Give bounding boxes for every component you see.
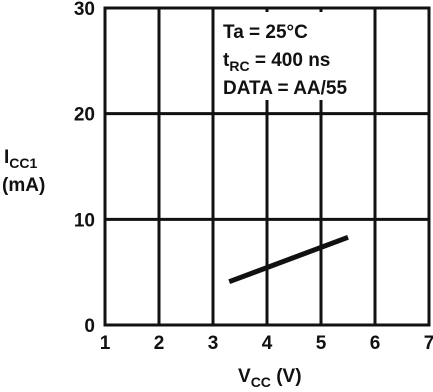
y-tick-labels: 0 10 20 30 [74, 0, 95, 337]
x-tick-label-2: 3 [208, 333, 219, 354]
y-axis-label: ICC1 [4, 147, 38, 171]
y-tick-label-3: 30 [74, 0, 95, 20]
y-tick-label-1: 10 [74, 210, 95, 231]
x-tick-label-4: 5 [316, 333, 327, 354]
annotation-background [219, 12, 369, 100]
x-tick-label-5: 6 [370, 333, 381, 354]
y-tick-label-2: 20 [74, 105, 95, 126]
annotation-line-1-sub: RC [229, 58, 249, 74]
annotation-line-2-main: DATA = AA/55 [223, 78, 347, 99]
x-tick-label-6: 7 [424, 333, 433, 354]
annotation-line-0-main: Ta = 25°C [223, 22, 308, 43]
annotation-line-0: Ta = 25°C [223, 22, 308, 43]
x-axis-label: VCC (V) [238, 366, 302, 390]
annotation-box: Ta = 25°C tRC = 400 ns DATA = AA/55 [219, 12, 369, 100]
annotation-line-2: DATA = AA/55 [223, 78, 347, 99]
annotation-line-1-main: t [223, 50, 230, 71]
y-tick-label-0: 0 [84, 316, 95, 337]
x-tick-label-1: 2 [154, 333, 165, 354]
x-axis-label-unit: (V) [271, 366, 302, 387]
series-line [228, 234, 349, 285]
x-tick-labels: 1 2 3 4 5 6 7 [100, 333, 433, 354]
y-axis-label-sub: CC1 [9, 155, 37, 171]
x-axis-label-sub: CC [251, 374, 271, 390]
x-axis-label-main: V [238, 366, 251, 387]
x-tick-label-3: 4 [262, 333, 273, 354]
annotation-line-1: tRC = 400 ns [223, 50, 330, 74]
y-axis-label-main: I [4, 147, 9, 168]
annotation-line-1-rest: = 400 ns [250, 50, 331, 71]
plot-frame [103, 6, 431, 327]
x-tick-label-0: 1 [100, 333, 111, 354]
y-axis-unit: (mA) [2, 175, 45, 196]
